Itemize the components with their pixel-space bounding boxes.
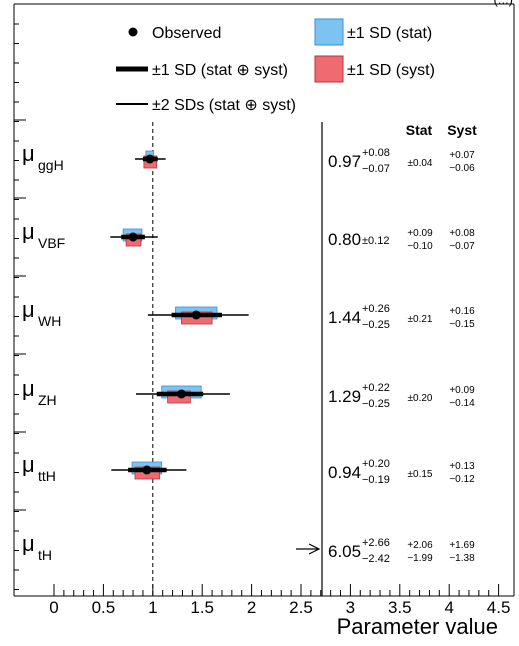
stat-unc-sym: ±0.21 — [408, 314, 433, 325]
total-unc-sym: ±0.12 — [362, 235, 389, 247]
param-label-vbf: μ — [22, 219, 35, 244]
syst-unc-down: −0.06 — [449, 163, 475, 174]
total-unc-down: −0.19 — [362, 474, 390, 486]
value-text: 0.80 — [328, 230, 361, 249]
total-unc-down: −2.42 — [362, 553, 390, 565]
observed-point — [191, 310, 201, 320]
param-sublabel-tth: ttH — [38, 468, 56, 484]
observed-point — [145, 154, 155, 164]
legend-two-sd-label: ±2 SDs (stat ⊕ syst) — [152, 97, 296, 114]
stat-unc-up: +0.09 — [407, 228, 433, 239]
column-header-syst: Syst — [447, 122, 477, 138]
total-unc-down: −0.07 — [362, 163, 390, 175]
total-unc-up: +0.22 — [362, 382, 390, 394]
param-label-ggh: μ — [22, 141, 35, 166]
legend-syst-swatch — [314, 55, 344, 83]
stat-unc-sym: ±0.20 — [408, 393, 433, 404]
value-text: 1.44 — [328, 308, 361, 327]
syst-unc-up: +0.08 — [449, 228, 475, 239]
value-text: 6.05 — [328, 542, 361, 561]
total-unc-up: +2.66 — [362, 537, 390, 549]
syst-unc-up: +0.16 — [449, 306, 475, 317]
total-unc-up: +0.20 — [362, 458, 390, 470]
stat-unc-down: −0.10 — [407, 241, 433, 252]
x-axis-title: Parameter value — [337, 614, 498, 639]
syst-unc-down: −0.15 — [449, 319, 475, 330]
syst-unc-down: −0.07 — [449, 241, 475, 252]
observed-point — [142, 465, 152, 475]
syst-unc-up: +0.13 — [449, 461, 475, 472]
value-text: 0.94 — [328, 463, 361, 482]
x-tick-label: 2.5 — [289, 598, 313, 617]
observed-point — [176, 389, 186, 399]
offscale-arrow-head — [308, 543, 321, 555]
param-label-tth: μ — [22, 452, 35, 477]
legend-observed-marker — [128, 27, 138, 37]
marks-layer: 0 0.5 1 1.5 2 2.5 3 3.5 4 4.5μ ggH 0.97 +0.08−0.07 ±0… — [14, 23, 511, 617]
total-unc-up: +0.08 — [362, 147, 390, 159]
legend-stat-swatch — [314, 18, 344, 46]
x-tick-label: 4 — [444, 598, 453, 617]
param-label-th: μ — [22, 531, 35, 556]
total-unc-down: −0.25 — [362, 398, 390, 410]
x-tick-label: 2 — [247, 598, 256, 617]
x-tick-label: 3.5 — [388, 598, 412, 617]
legend: Observed ±1 SD (stat) ±1 SD (stat ⊕ syst… — [116, 18, 435, 114]
syst-unc-up: +0.07 — [449, 150, 475, 161]
observed-point — [128, 232, 138, 242]
stat-unc-down: −1.99 — [407, 553, 433, 564]
syst-unc-down: −1.38 — [449, 553, 475, 564]
x-tick-label: 3 — [346, 598, 355, 617]
x-tick-label: 4.5 — [487, 598, 511, 617]
x-tick-label: 0 — [49, 598, 58, 617]
x-tick-label: 1.5 — [190, 598, 214, 617]
param-label-wh: μ — [22, 297, 35, 322]
value-text: 0.97 — [328, 152, 361, 171]
header-partial: (...) — [494, 0, 514, 7]
value-text: 1.29 — [328, 387, 361, 406]
legend-syst-label: ±1 SD (syst) — [347, 62, 435, 79]
param-sublabel-ggh: ggH — [38, 157, 64, 173]
stat-unc-sym: ±0.15 — [408, 469, 433, 480]
legend-one-sd-label: ±1 SD (stat ⊕ syst) — [152, 62, 288, 79]
x-tick-label: 1 — [148, 598, 157, 617]
total-unc-up: +0.26 — [362, 303, 390, 315]
stat-unc-sym: ±0.04 — [408, 158, 433, 169]
total-unc-down: −0.25 — [362, 319, 390, 331]
param-sublabel-zh: ZH — [38, 392, 57, 408]
syst-unc-up: +1.69 — [449, 540, 475, 551]
param-sublabel-vbf: VBF — [38, 235, 65, 251]
syst-unc-up: +0.09 — [449, 385, 475, 396]
syst-unc-down: −0.12 — [449, 474, 475, 485]
legend-stat-label: ±1 SD (stat) — [347, 25, 432, 42]
x-tick-label: 0.5 — [92, 598, 116, 617]
stat-unc-up: +2.06 — [407, 540, 433, 551]
syst-unc-down: −0.14 — [449, 398, 475, 409]
param-sublabel-wh: WH — [38, 313, 61, 329]
param-sublabel-th: tH — [38, 547, 52, 563]
param-label-zh: μ — [22, 376, 35, 401]
column-header-stat: Stat — [406, 122, 433, 138]
legend-observed-label: Observed — [152, 25, 221, 42]
